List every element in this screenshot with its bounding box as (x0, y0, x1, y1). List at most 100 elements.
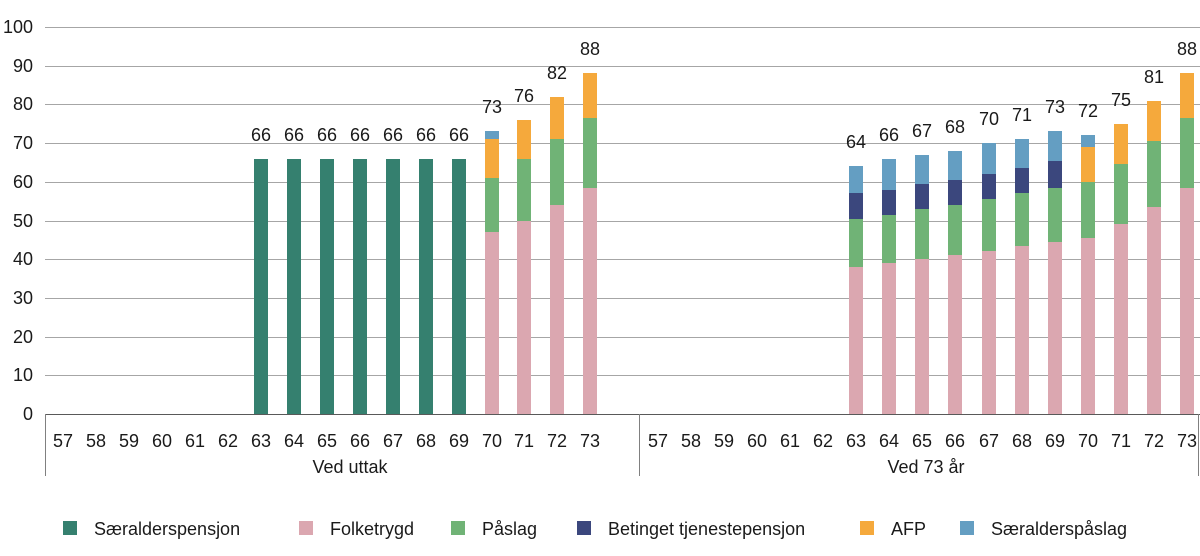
x-tick-label: 63 (845, 431, 867, 451)
bar-segment (1081, 147, 1095, 182)
bar-segment (419, 159, 433, 414)
bar-segment (1180, 118, 1194, 188)
bar-segment (517, 159, 531, 221)
x-tick-label: 72 (546, 431, 568, 451)
y-tick-label: 40 (12, 249, 33, 269)
gridline (45, 298, 1200, 299)
bar-segment (452, 159, 466, 414)
bar-segment (353, 159, 367, 414)
bar-segment (1048, 161, 1062, 188)
gridline (45, 143, 1200, 144)
x-tick-label: 73 (579, 431, 601, 451)
y-tick-label: 70 (12, 133, 33, 153)
bar-segment (982, 143, 996, 174)
x-tick-label: 59 (713, 431, 735, 451)
bar-segment (583, 118, 597, 188)
legend-swatch (960, 521, 974, 535)
bar-value-label: 88 (1176, 39, 1198, 59)
bar-value-label: 66 (448, 125, 470, 145)
x-tick-label: 70 (1077, 431, 1099, 451)
y-tick-label: 0 (22, 404, 33, 424)
bar-segment (1015, 139, 1029, 168)
bar-segment (1048, 188, 1062, 242)
y-tick-label: 60 (12, 172, 33, 192)
legend-swatch (860, 521, 874, 535)
x-tick-label: 57 (52, 431, 74, 451)
bar-segment (1114, 124, 1128, 164)
bar-segment (882, 159, 896, 190)
bar-value-label: 66 (878, 125, 900, 145)
bar-segment (1180, 73, 1194, 118)
x-tick-label: 62 (812, 431, 834, 451)
bar-segment (948, 255, 962, 414)
bar-segment (1048, 242, 1062, 414)
bar-segment (1180, 188, 1194, 414)
x-tick-label: 67 (978, 431, 1000, 451)
bar-value-label: 68 (944, 117, 966, 137)
x-tick-label: 58 (680, 431, 702, 451)
bar-segment (915, 259, 929, 414)
bar-segment (550, 205, 564, 414)
bar-segment (849, 166, 863, 193)
bar-segment (485, 178, 499, 232)
legend-item-label: AFP (891, 519, 927, 539)
bar-value-label: 71 (1011, 105, 1033, 125)
x-tick-label: 68 (1011, 431, 1033, 451)
gridline (45, 27, 1200, 28)
bar-segment (485, 232, 499, 414)
bar-segment (882, 215, 896, 263)
legend-item-label: Påslag (482, 519, 538, 539)
bar-value-label: 73 (481, 97, 503, 117)
legend-item-label: Betinget tjenestepensjon (608, 519, 806, 539)
x-tick-label: 71 (1110, 431, 1132, 451)
bar-value-label: 70 (978, 109, 1000, 129)
legend-swatch (577, 521, 591, 535)
x-tick-label: 58 (85, 431, 107, 451)
bar-segment (550, 97, 564, 139)
bar-segment (849, 193, 863, 219)
bar-segment (849, 267, 863, 414)
bar-segment (1015, 246, 1029, 414)
panel-caption: Ved uttak (312, 457, 388, 477)
legend-item-label: Særalderspensjon (94, 519, 241, 539)
bar-segment (1147, 101, 1161, 141)
x-tick-label: 66 (349, 431, 371, 451)
bar-segment (287, 159, 301, 414)
bar-segment (550, 139, 564, 205)
gridline (45, 221, 1200, 222)
bar-segment (1114, 164, 1128, 224)
x-tick-label: 72 (1143, 431, 1165, 451)
x-tick-label: 65 (911, 431, 933, 451)
bar-segment (485, 131, 499, 139)
bar-segment (1147, 207, 1161, 414)
bar-segment (882, 263, 896, 414)
bar-segment (485, 139, 499, 178)
x-tick-label: 66 (944, 431, 966, 451)
bar-segment (982, 251, 996, 414)
x-tick-label: 60 (746, 431, 768, 451)
bar-segment (982, 199, 996, 251)
bar-segment (1015, 193, 1029, 246)
bar-value-label: 66 (283, 125, 305, 145)
bar-segment (517, 221, 531, 414)
x-tick-label: 64 (283, 431, 305, 451)
bar-value-label: 67 (911, 121, 933, 141)
bar-segment (254, 159, 268, 414)
x-tick-label: 70 (481, 431, 503, 451)
bar-value-label: 75 (1110, 90, 1132, 110)
x-tick-label: 57 (647, 431, 669, 451)
panel-border-line (639, 414, 640, 476)
x-tick-label: 61 (184, 431, 206, 451)
bar-segment (583, 188, 597, 414)
x-tick-label: 73 (1176, 431, 1198, 451)
bar-segment (849, 219, 863, 267)
bar-segment (948, 205, 962, 255)
bar-segment (386, 159, 400, 414)
gridline (45, 375, 1200, 376)
y-tick-label: 50 (12, 211, 33, 231)
bar-value-label: 76 (513, 86, 535, 106)
bar-segment (1015, 168, 1029, 193)
x-axis-line (45, 414, 1200, 415)
bar-value-label: 66 (382, 125, 404, 145)
x-tick-label: 67 (382, 431, 404, 451)
